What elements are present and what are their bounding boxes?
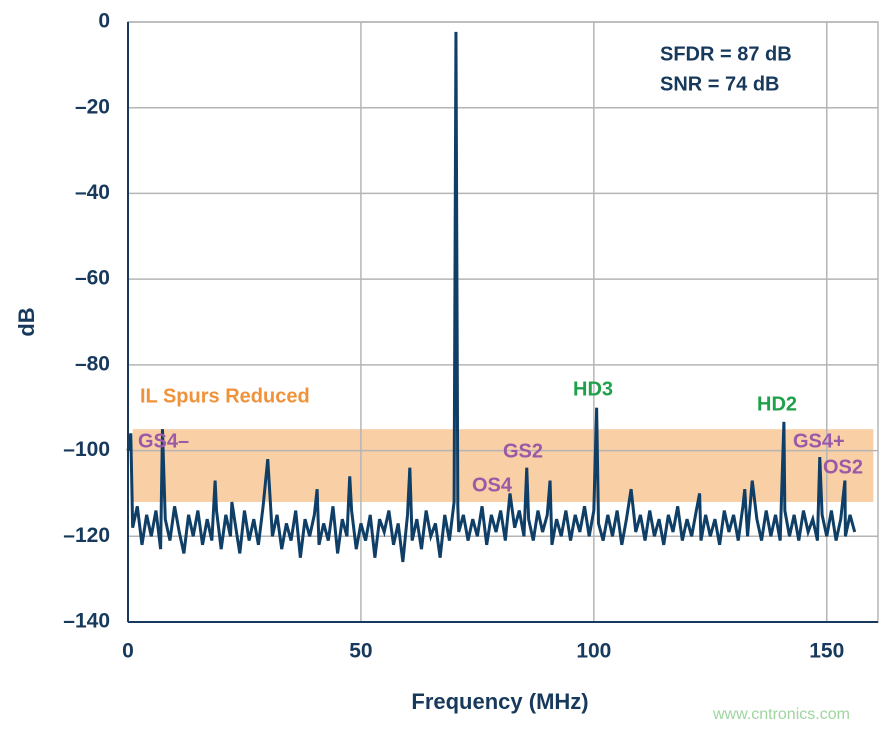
y-tick-label: 0 — [98, 10, 110, 33]
x-tick-label: 150 — [809, 640, 844, 663]
y-axis-title: dB — [14, 307, 39, 336]
annotation: SNR = 74 dB — [660, 73, 779, 95]
annotation: GS4+ — [793, 430, 845, 452]
x-tick-label: 0 — [122, 640, 134, 663]
annotation: SFDR = 87 dB — [660, 43, 792, 65]
annotation: GS2 — [503, 440, 543, 462]
spectrum-line — [126, 31, 857, 563]
y-tick-label: –80 — [75, 352, 110, 375]
y-tick-label: –20 — [75, 95, 110, 118]
annotation: OS4 — [472, 474, 513, 496]
y-tick-label: –40 — [75, 181, 110, 204]
y-tick-label: –120 — [63, 524, 110, 547]
shaded-band — [132, 429, 874, 502]
y-tick-label: –140 — [63, 610, 110, 633]
annotation: OS2 — [823, 456, 863, 478]
band-label: IL Spurs Reduced — [140, 385, 310, 407]
x-axis-title: Frequency (MHz) — [411, 689, 588, 714]
x-tick-label: 50 — [349, 640, 372, 663]
annotation: GS4– — [138, 430, 189, 452]
x-tick-label: 100 — [576, 640, 611, 663]
y-tick-label: –60 — [75, 267, 110, 290]
y-tick-label: –100 — [63, 438, 110, 461]
annotation: HD3 — [573, 378, 613, 400]
annotation: HD2 — [757, 393, 797, 415]
watermark: www.cntronics.com — [712, 706, 850, 723]
